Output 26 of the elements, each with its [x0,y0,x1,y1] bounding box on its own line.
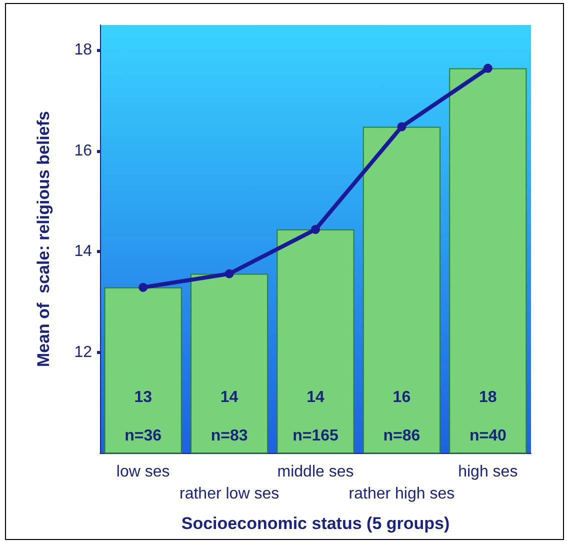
annotation: n=40 [469,427,506,444]
x-tick-label: low ses [116,464,170,480]
x-tick-label: rather low ses [180,486,280,502]
annotation: n=36 [124,427,162,444]
point [397,122,406,132]
annotation: n=86 [383,427,420,444]
data-label: 13 [134,389,152,406]
data-label: 18 [479,389,497,406]
x-axis-title: Socioeconomic status (5 groups) [181,514,450,533]
data-label: 14 [220,389,238,406]
point [224,269,234,278]
y-tick-label: 18 [74,42,92,59]
data-label: 14 [306,389,324,406]
point [311,224,320,234]
y-tick-label: 14 [74,243,92,260]
annotation: n=165 [292,427,339,444]
point [138,282,148,292]
point [483,64,492,73]
x-tick-label: middle ses [277,464,354,480]
data-label: 16 [392,389,411,406]
x-tick-label: high ses [458,464,518,480]
x-tick-label: rather high ses [348,486,455,502]
y-axis-title: Mean of scale: religious beliefs [34,110,53,368]
annotation: n=83 [210,427,248,444]
y-tick-label: 12 [74,344,92,361]
y-tick-label: 16 [74,142,92,160]
